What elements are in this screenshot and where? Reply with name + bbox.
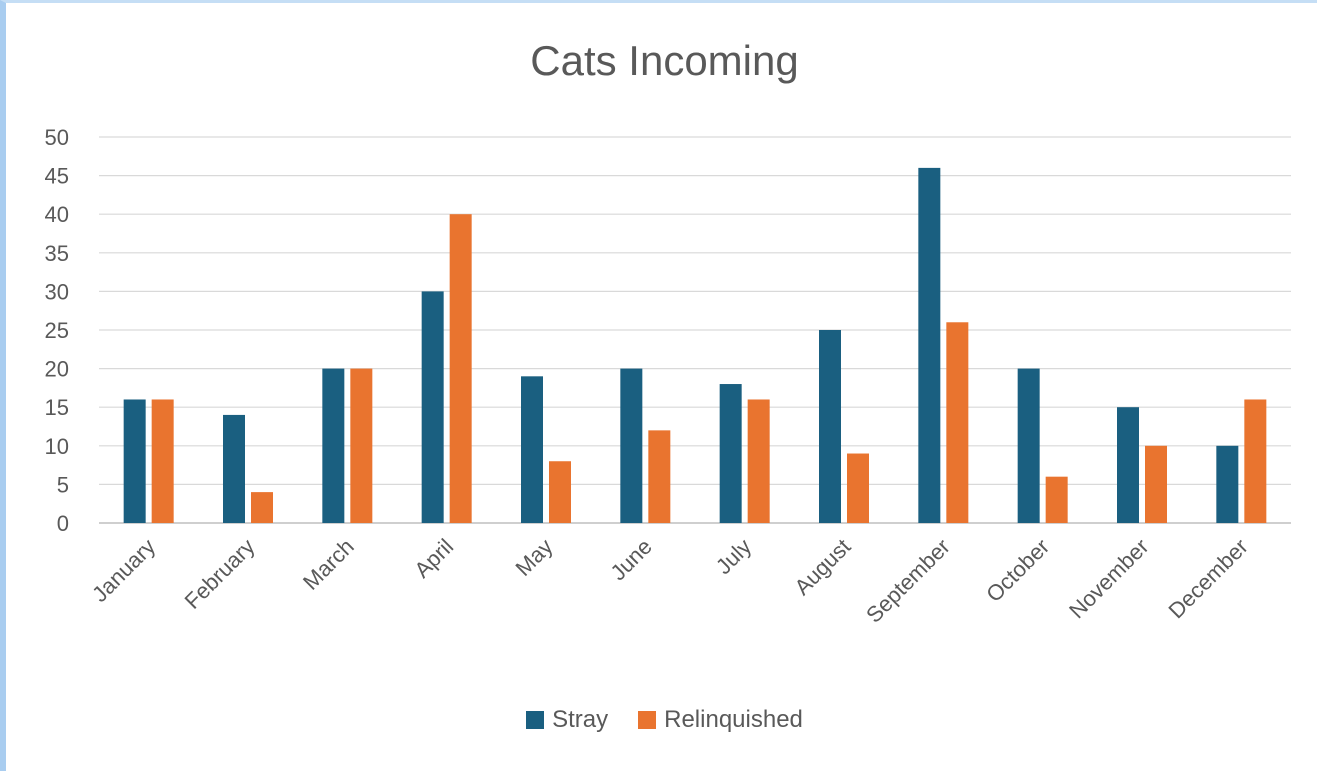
- chart-plot-area: 0 5 10 15 20 25 30 35 40 45 50 January February Marc…: [45, 125, 1291, 628]
- bar-stray-january: [123, 399, 146, 523]
- bar-relinquished-september: [946, 322, 969, 523]
- y-tick-label: 45: [45, 164, 69, 189]
- bar-relinquished-february: [251, 492, 273, 523]
- y-tick-label: 40: [45, 202, 69, 227]
- x-tick-label: August: [789, 534, 855, 600]
- gridlines: [99, 136, 1291, 524]
- chart-title: Cats Incoming: [530, 37, 799, 84]
- x-tick-label: March: [298, 534, 359, 595]
- y-tick-label: 35: [45, 241, 69, 266]
- bar-relinquished-october: [1045, 476, 1068, 523]
- bar-relinquished-may: [549, 461, 571, 523]
- bar-relinquished-june: [648, 430, 671, 523]
- x-tick-label: October: [981, 534, 1054, 607]
- bar-relinquished-march: [350, 368, 373, 523]
- bar-stray-february: [223, 414, 245, 523]
- y-axis-ticks: 0 5 10 15 20 25 30 35 40 45 50: [45, 125, 69, 536]
- bar-stray-june: [620, 368, 643, 523]
- legend-label-relinquished: Relinquished: [664, 706, 803, 733]
- x-tick-label: April: [409, 534, 458, 583]
- bar-stray-august: [819, 330, 841, 523]
- x-tick-label: December: [1163, 534, 1252, 623]
- legend-item-stray: Stray: [526, 706, 608, 734]
- bar-relinquished-november: [1145, 445, 1167, 523]
- x-tick-label: July: [711, 534, 756, 579]
- y-tick-label: 0: [57, 511, 69, 536]
- x-tick-label: May: [510, 534, 557, 581]
- y-tick-label: 5: [57, 472, 69, 497]
- x-tick-label: January: [87, 534, 160, 607]
- bar-stray-march: [322, 368, 345, 523]
- legend: Stray Relinquished: [6, 706, 1317, 734]
- x-axis-labels: January February March April May June July Augu…: [87, 534, 1253, 628]
- legend-item-relinquished: Relinquished: [638, 706, 803, 734]
- x-tick-label: September: [861, 534, 955, 628]
- legend-swatch-relinquished: [638, 711, 657, 729]
- bar-relinquished-january: [151, 399, 174, 523]
- bar-stray-september: [918, 167, 941, 523]
- bar-stray-july: [719, 384, 742, 523]
- y-tick-label: 30: [45, 279, 69, 304]
- bar-stray-may: [521, 376, 543, 523]
- bar-stray-october: [1017, 368, 1040, 523]
- bar-relinquished-august: [847, 453, 869, 523]
- legend-swatch-stray: [526, 711, 545, 729]
- bar-stray-november: [1117, 407, 1139, 523]
- bar-stray-december: [1216, 445, 1239, 523]
- y-tick-label: 25: [45, 318, 69, 343]
- y-tick-label: 10: [45, 434, 69, 459]
- y-tick-label: 15: [45, 395, 69, 420]
- legend-label-stray: Stray: [552, 706, 609, 733]
- y-tick-label: 50: [45, 125, 69, 150]
- bar-relinquished-april: [449, 214, 472, 523]
- bar-relinquished-december: [1244, 399, 1267, 523]
- y-tick-label: 20: [45, 357, 69, 382]
- x-tick-label: November: [1064, 534, 1153, 623]
- bars: [123, 167, 1267, 523]
- bar-relinquished-july: [747, 399, 770, 523]
- x-tick-label: February: [180, 534, 260, 614]
- x-tick-label: June: [605, 534, 656, 585]
- bar-stray-april: [421, 291, 444, 523]
